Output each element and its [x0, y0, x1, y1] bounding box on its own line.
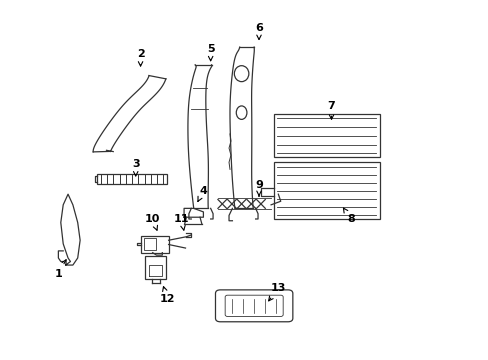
Text: 7: 7 — [327, 100, 335, 119]
Bar — [273, 114, 379, 157]
Text: 1: 1 — [54, 260, 66, 279]
Bar — [145, 256, 165, 279]
Bar — [143, 238, 156, 250]
Text: 11: 11 — [174, 214, 189, 230]
Text: 9: 9 — [255, 180, 263, 196]
Bar — [97, 174, 167, 184]
Text: 12: 12 — [159, 287, 175, 304]
Text: 5: 5 — [206, 44, 214, 61]
Bar — [140, 236, 168, 253]
Text: 6: 6 — [255, 23, 263, 40]
Text: 13: 13 — [268, 283, 285, 301]
Text: 3: 3 — [132, 159, 139, 176]
Text: 8: 8 — [343, 208, 354, 224]
Text: 2: 2 — [137, 49, 144, 66]
Text: 10: 10 — [144, 214, 160, 230]
Text: 4: 4 — [198, 186, 207, 201]
Bar — [273, 162, 379, 219]
